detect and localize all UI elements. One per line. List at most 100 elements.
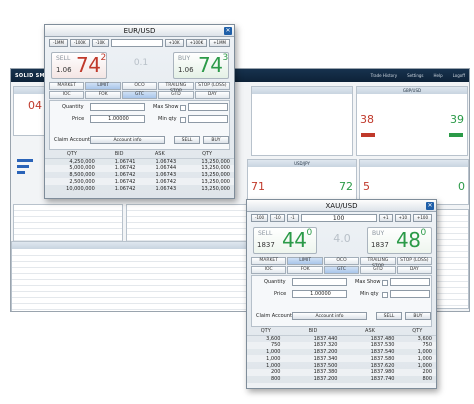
close-icon[interactable]: ✕: [224, 27, 232, 35]
min-qty-input[interactable]: [390, 290, 430, 298]
xauusd-ticket-window[interactable]: XAU/USD ✕ -100 -10 -1 100 +1 +10 +100 SE…: [246, 199, 437, 389]
quote-tile-sell[interactable]: 04: [28, 99, 42, 112]
quote-tile-buy[interactable]: 0: [458, 180, 465, 193]
price-input[interactable]: 1.00000: [90, 115, 145, 123]
quote-tile-gbp[interactable]: GBP/USD 38 39: [356, 86, 468, 156]
price-label: Price: [274, 291, 287, 297]
table-row[interactable]: 1,000 1837.500 1837.620 1,000: [266, 362, 432, 369]
account-info-button[interactable]: Account info: [292, 312, 367, 320]
step-plus-1mm-button[interactable]: +1MM: [209, 39, 230, 47]
quote-tile-small[interactable]: [251, 86, 353, 156]
buy-order-button[interactable]: BUY: [405, 312, 431, 320]
tab-fok[interactable]: FOK: [287, 266, 323, 274]
max-show-checkbox[interactable]: [180, 105, 186, 111]
amount-input[interactable]: [110, 39, 163, 47]
sell-quote-button[interactable]: SELL 1.06 742: [51, 52, 107, 79]
eurusd-ticket-window[interactable]: EUR/USD ✕ -1MM -100K -10K +10K +100K +1M…: [44, 24, 235, 199]
table-row[interactable]: [247, 382, 436, 388]
nav-help[interactable]: Help: [433, 73, 443, 78]
account-info-button[interactable]: Account info: [90, 136, 165, 144]
buy-label: BUY: [178, 55, 191, 62]
buy-quote-button[interactable]: BUY 1.06 743: [173, 52, 229, 79]
depth-indicator: [17, 165, 29, 168]
step-minus-1-button[interactable]: -1: [286, 214, 299, 222]
step-plus-1-button[interactable]: +1: [378, 214, 393, 222]
step-minus-1mm-button[interactable]: -1MM: [49, 39, 68, 47]
price-input[interactable]: 1.00000: [292, 290, 347, 298]
step-plus-100-button[interactable]: +100: [413, 214, 432, 222]
tab-stop-loss[interactable]: STOP (LOSS): [396, 257, 433, 265]
buy-quote-button[interactable]: BUY 1837 480: [367, 227, 432, 254]
table-row[interactable]: 3,600 1837.440 1837.480 3,600: [266, 335, 432, 342]
table-row[interactable]: 2,500,000 1.06742 1.06742 13,250,000: [45, 178, 234, 186]
spread-value: 0.1: [133, 58, 149, 68]
tab-gtc[interactable]: GTC: [323, 266, 360, 274]
quantity-input[interactable]: [90, 103, 145, 111]
step-minus-100k-button[interactable]: -100K: [69, 39, 90, 47]
quote-tile-sell[interactable]: 5: [363, 180, 370, 193]
step-plus-10k-button[interactable]: +10K: [164, 39, 184, 47]
tab-oco[interactable]: OCO: [323, 257, 360, 265]
table-row[interactable]: 750 1837.320 1837.530 750: [247, 341, 436, 349]
table-row[interactable]: 5,000,000 1.06742 1.06744 13,250,000: [45, 164, 234, 172]
tab-oco[interactable]: OCO: [121, 82, 158, 90]
max-show-checkbox[interactable]: [382, 280, 388, 286]
close-icon[interactable]: ✕: [426, 202, 434, 210]
window-title: XAU/USD ✕: [247, 200, 436, 212]
sell-order-button[interactable]: SELL: [174, 136, 200, 144]
tab-gtd[interactable]: GTD: [158, 91, 194, 99]
quote-tile-sell[interactable]: 71: [251, 180, 265, 193]
tab-trailing-stop[interactable]: TRAILING STOP: [360, 257, 396, 269]
table-row[interactable]: 8,500,000 1.06742 1.06743 13,250,000: [69, 171, 230, 178]
tab-ioc[interactable]: IOC: [49, 91, 85, 99]
sell-order-button[interactable]: SELL: [376, 312, 402, 320]
step-minus-100-button[interactable]: -100: [251, 214, 269, 222]
min-qty-checkbox[interactable]: [382, 292, 388, 298]
table-row[interactable]: 1,000 1837.200 1837.540 1,000: [266, 348, 432, 355]
quote-tile-right[interactable]: 5 0: [359, 159, 469, 205]
table-row[interactable]: 4,250,000 1.06741 1.06743 13,250,000: [69, 158, 230, 165]
tab-limit[interactable]: LIMIT: [287, 257, 323, 265]
nav-trade-history[interactable]: Trade History: [370, 73, 398, 78]
tab-market[interactable]: MARKET: [251, 257, 287, 265]
tab-market[interactable]: MARKET: [49, 82, 85, 90]
tab-gtc[interactable]: GTC: [121, 91, 158, 99]
quote-tile-left[interactable]: 04: [13, 86, 45, 136]
min-qty-checkbox[interactable]: [180, 117, 186, 123]
table-row[interactable]: 800 1837.200 1837.740 800: [270, 376, 432, 383]
buy-price-prefix: 1837: [371, 241, 389, 249]
tab-day[interactable]: DAY: [396, 266, 433, 274]
step-minus-10k-button[interactable]: -10K: [91, 39, 109, 47]
quote-tile-buy[interactable]: 72: [339, 180, 353, 193]
column-header: QTY: [180, 151, 234, 159]
quantity-input[interactable]: [292, 278, 347, 286]
quote-tile-buy[interactable]: 39: [450, 113, 464, 126]
step-minus-10-button[interactable]: -10: [270, 214, 285, 222]
max-show-input[interactable]: [390, 278, 430, 286]
min-qty-input[interactable]: [188, 115, 228, 123]
tab-stop-loss[interactable]: STOP (LOSS): [194, 82, 231, 90]
tab-ioc[interactable]: IOC: [251, 266, 287, 274]
tab-gtd[interactable]: GTD: [360, 266, 396, 274]
step-plus-10-button[interactable]: +10: [394, 214, 411, 222]
tab-day[interactable]: DAY: [194, 91, 231, 99]
tab-fok[interactable]: FOK: [85, 91, 121, 99]
table-row[interactable]: 1,000 1837.340 1837.580 1,000: [247, 355, 436, 363]
claim-account-label: Claim Account: [54, 137, 90, 143]
tab-limit[interactable]: LIMIT: [85, 82, 121, 90]
nav-settings[interactable]: Settings: [407, 73, 424, 78]
quote-tile-sell[interactable]: 38: [360, 113, 374, 126]
tab-trailing-stop[interactable]: TRAILING STOP: [158, 82, 194, 94]
quote-tile-usdjpy[interactable]: USD/JPY 71 72: [247, 159, 357, 205]
max-show-input[interactable]: [188, 103, 228, 111]
sell-quote-button[interactable]: SELL 1837 440: [253, 227, 317, 254]
market-depth-mini-left: [13, 204, 123, 242]
amount-input[interactable]: 100: [300, 214, 377, 222]
nav-logoff[interactable]: Logoff: [452, 73, 465, 78]
quote-area: SELL 1.06 742 0.1 BUY 1.06 743: [45, 49, 234, 82]
table-row[interactable]: 10,000,000 1.06742 1.06743 13,250,000: [66, 185, 230, 192]
table-row[interactable]: 200 1837.380 1837.980 200: [247, 368, 436, 376]
min-qty-label: Min qty: [360, 291, 379, 297]
step-plus-100k-button[interactable]: +100K: [185, 39, 208, 47]
buy-order-button[interactable]: BUY: [203, 136, 229, 144]
